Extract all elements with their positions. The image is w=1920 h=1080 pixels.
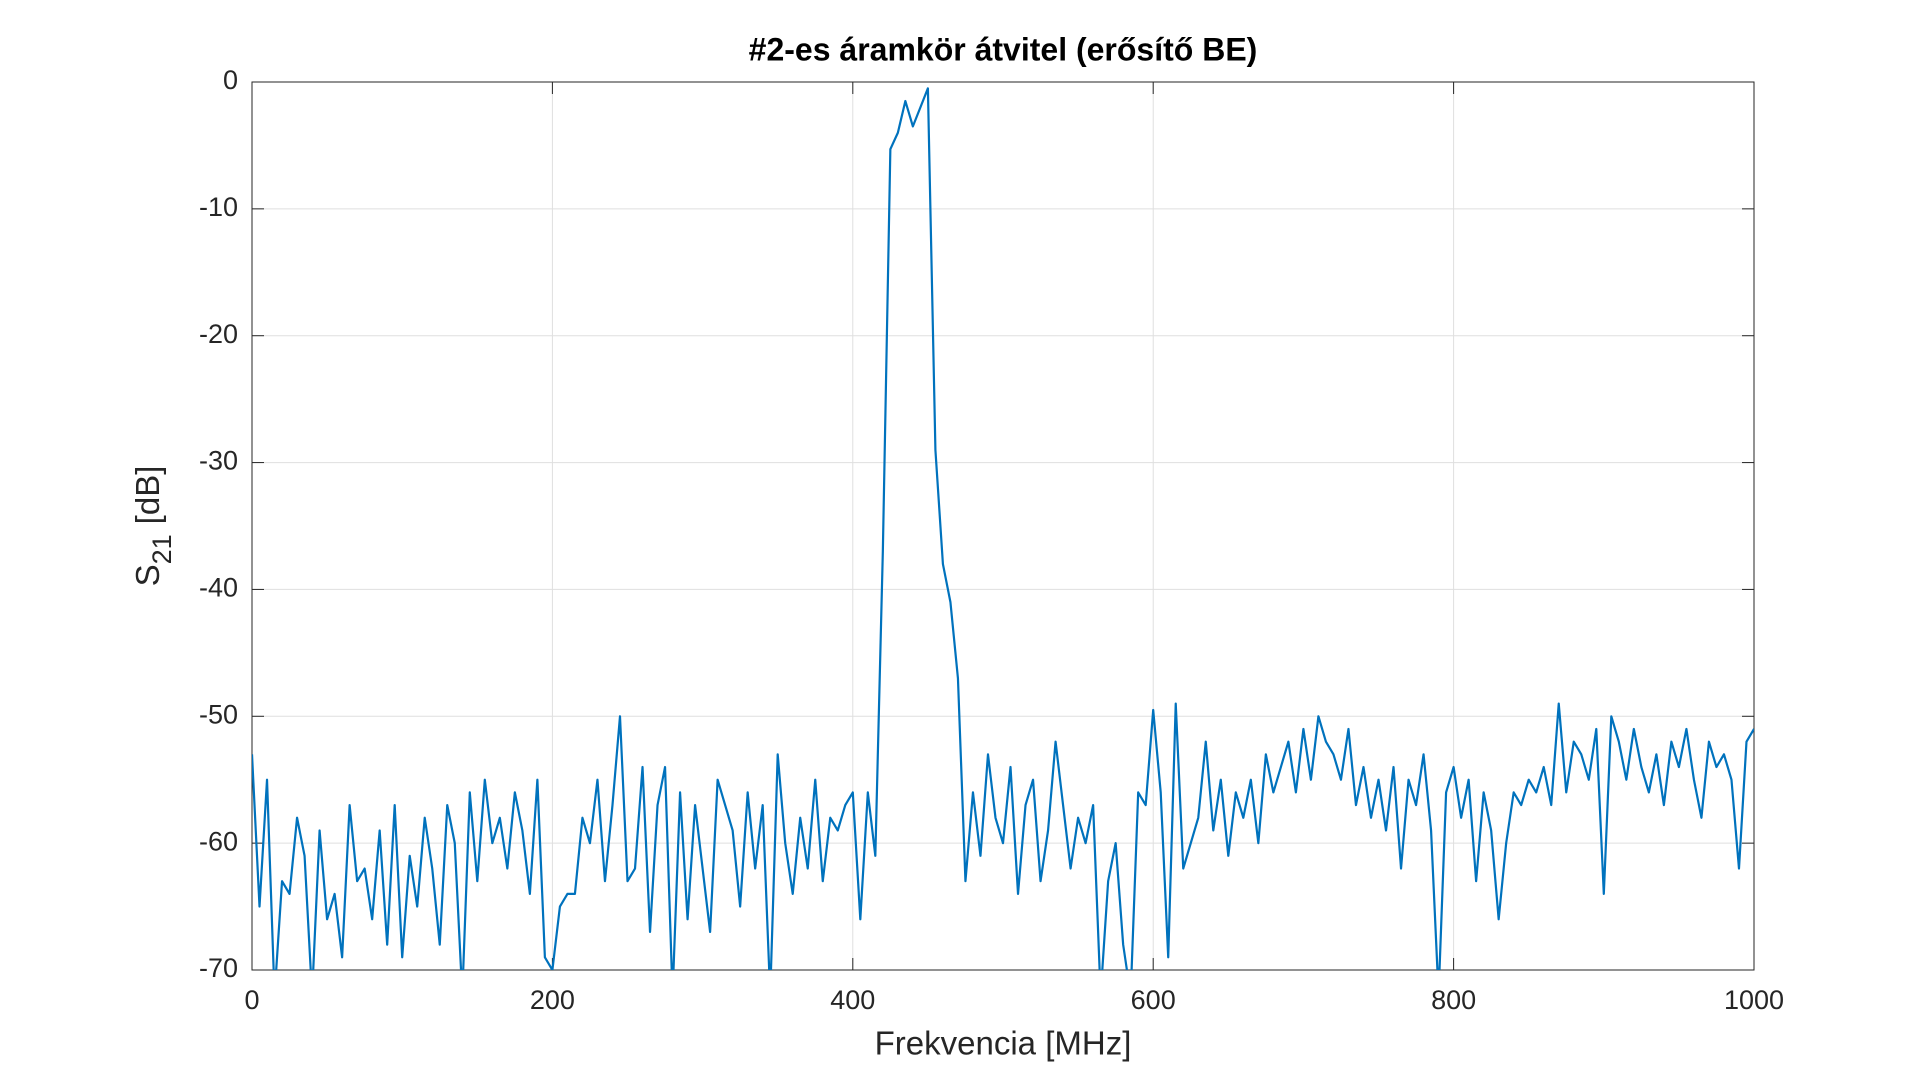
y-tick-label: -50	[199, 699, 238, 729]
chart-title: #2-es áramkör átvitel (erősítő BE)	[749, 31, 1258, 67]
y-label-main: S	[129, 564, 166, 586]
y-tick-label: -40	[199, 573, 238, 603]
y-tick-label: -60	[199, 826, 238, 856]
y-tick-label: -10	[199, 192, 238, 222]
x-axis-label: Frekvencia [MHz]	[875, 1025, 1132, 1062]
x-tick-label: 600	[1131, 985, 1176, 1015]
y-axis-label: S21 [dB]	[129, 466, 177, 587]
plot-frame	[251, 81, 1755, 971]
data-line	[252, 87, 1754, 970]
y-label-unit: [dB]	[129, 466, 166, 525]
x-tick-label: 0	[244, 985, 259, 1015]
x-tick-label: 800	[1431, 985, 1476, 1015]
x-tick-label: 1000	[1724, 985, 1784, 1015]
y-tick-label: -30	[199, 446, 238, 476]
y-tick-label: 0	[223, 65, 238, 95]
y-tick-label: -70	[199, 953, 238, 983]
x-tick-label: 200	[530, 985, 575, 1015]
y-label-sub: 21	[147, 534, 177, 564]
y-tick-label: -20	[199, 319, 238, 349]
x-tick-label: 400	[830, 985, 875, 1015]
